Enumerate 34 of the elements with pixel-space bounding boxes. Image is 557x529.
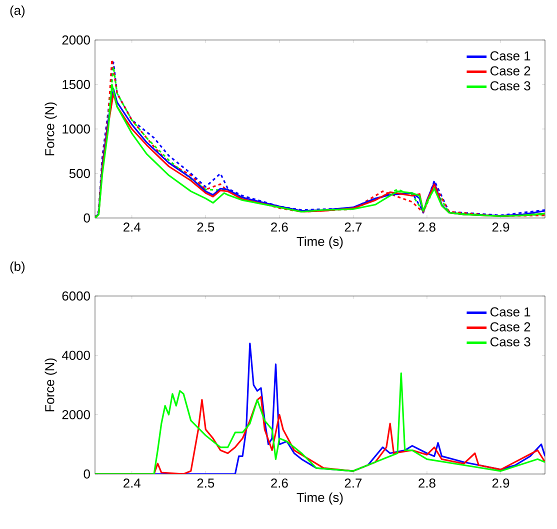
y-tick-label: 0 — [84, 469, 90, 479]
x-tick-label: 2.7 — [344, 478, 362, 488]
y-tick-label: 2000 — [62, 410, 90, 420]
x-tick-label: 2.4 — [124, 222, 141, 232]
x-tick-label: 2.7 — [344, 222, 362, 232]
y-tick-label: 6000 — [62, 291, 90, 301]
x-tick-label: 2.6 — [271, 478, 288, 488]
x-tick-label: 2.5 — [197, 478, 214, 488]
y-tick-label: 1000 — [62, 124, 90, 134]
y-tick-label: 1500 — [62, 80, 90, 90]
x-tick-label: 2.8 — [418, 222, 436, 232]
x-tick-label: 2.6 — [271, 222, 288, 232]
line-series — [95, 372, 545, 474]
y-tick-label: 4000 — [62, 350, 90, 360]
legend-label: Case 3 — [490, 337, 530, 346]
chart-title: (b) — [10, 261, 25, 274]
y-tick-label: 2000 — [62, 35, 90, 45]
x-tick-label: 2.9 — [492, 222, 510, 232]
legend-label: Case 3 — [490, 81, 530, 90]
chart-title: (a) — [10, 5, 25, 18]
x-tick-label: 2.8 — [418, 478, 436, 488]
legend-label: Case 1 — [490, 307, 530, 316]
y-tick-label: 0 — [84, 213, 90, 223]
x-tick-label: 2.9 — [492, 478, 510, 488]
legend-label: Case 2 — [490, 66, 530, 76]
y-tick-label: 500 — [69, 168, 90, 178]
y-axis-title: Force (N) — [44, 358, 57, 412]
x-axis-title: Time (s) — [296, 492, 343, 505]
legend-label: Case 2 — [490, 322, 530, 332]
x-axis-title: Time (s) — [296, 236, 343, 249]
x-tick-label: 2.4 — [124, 478, 141, 488]
y-axis-title: Force (N) — [44, 102, 57, 156]
x-tick-label: 2.5 — [197, 222, 214, 232]
legend-label: Case 1 — [490, 51, 530, 60]
